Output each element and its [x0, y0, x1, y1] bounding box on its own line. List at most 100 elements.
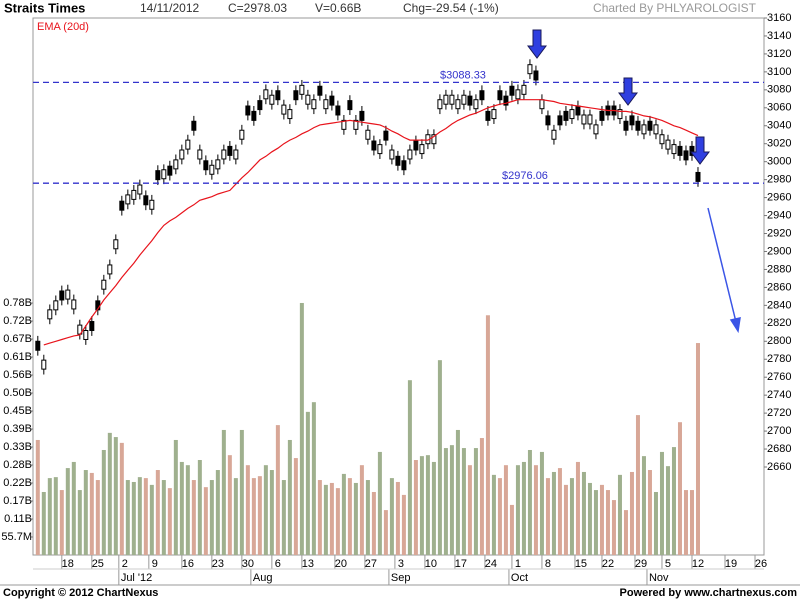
trend-arrow	[707, 207, 741, 334]
month-label: Jul '12	[121, 572, 152, 584]
volume-bar	[599, 484, 604, 555]
y-tick-label: 2900	[767, 245, 791, 257]
candle-body	[545, 115, 551, 126]
candle-body	[311, 99, 317, 110]
volume-bar	[317, 480, 322, 555]
volume-tick-label: 0.67B	[3, 333, 32, 345]
volume-bar	[491, 474, 496, 555]
candle-body	[641, 124, 647, 135]
volume-bar	[563, 484, 568, 555]
trend-arrow-shaft	[707, 207, 737, 323]
candle-body	[299, 84, 305, 95]
candle-body	[107, 264, 113, 275]
candle-body	[281, 104, 287, 115]
x-tick-label: 8	[545, 558, 551, 570]
volume-bar	[551, 471, 556, 555]
volume-bar	[533, 465, 538, 555]
volume-bar	[53, 477, 58, 555]
candle-body	[155, 170, 161, 181]
volume-tick-label: 0.22B	[3, 477, 32, 489]
candle-body	[59, 290, 65, 301]
volume-bar	[191, 480, 196, 555]
volume-bar	[101, 449, 106, 555]
volume-tick-label: 55.7M	[1, 531, 32, 543]
volume-bar	[287, 439, 292, 555]
candle-body	[53, 300, 59, 311]
volume-bar	[329, 482, 334, 555]
candle-body	[263, 89, 269, 100]
y-tick-label: 3120	[767, 48, 791, 60]
volume-bar	[341, 473, 346, 555]
volume-tick-label: 0.72B	[3, 315, 32, 327]
y-tick-label: 2700	[767, 425, 791, 437]
volume-bar	[671, 447, 676, 555]
candle-body	[35, 340, 41, 351]
candle-body	[65, 289, 71, 300]
x-tick-label: 22	[602, 558, 614, 570]
candle-body	[491, 109, 497, 120]
volume-tick-label: 0.33B	[3, 441, 32, 453]
candle-body	[347, 100, 353, 111]
volume-bar	[245, 465, 250, 555]
volume-bar	[413, 460, 418, 555]
candle-body	[353, 119, 359, 130]
candle-body	[449, 94, 455, 105]
candle-body	[659, 134, 665, 145]
volume-bar	[257, 476, 262, 555]
x-tick-label: 27	[365, 558, 377, 570]
candle-body	[509, 85, 515, 96]
candle-body	[569, 109, 575, 120]
candle-body	[293, 90, 299, 101]
volume-bar	[419, 456, 424, 555]
volume-bar	[461, 448, 466, 555]
volume-bar	[617, 474, 622, 555]
month-label: Aug	[253, 572, 273, 584]
candle-body	[287, 109, 293, 120]
y-tick-label: 2780	[767, 353, 791, 365]
footer-powered: Powered by www.chartnexus.com	[620, 587, 798, 599]
candle-body	[647, 120, 653, 131]
volume-tick-label: 0.50B	[3, 387, 32, 399]
volume-bar	[125, 480, 130, 555]
candle-body	[83, 330, 89, 340]
candle-body	[137, 184, 143, 195]
volume-bar	[569, 478, 574, 555]
candle-body	[185, 139, 191, 150]
volume-bar	[107, 432, 112, 555]
candle-body	[473, 99, 479, 110]
volume-bar	[581, 471, 586, 555]
candle-body	[635, 120, 641, 131]
x-tick-label: 5	[665, 558, 671, 570]
volume-bar	[677, 422, 682, 555]
candle-body	[617, 109, 623, 120]
candle-body	[221, 149, 227, 160]
candle-body	[101, 279, 107, 290]
y-tick-label: 3140	[767, 30, 791, 42]
candle-body	[203, 160, 209, 171]
volume-bar	[131, 481, 136, 555]
volume-bar	[137, 477, 142, 555]
candle-body	[665, 139, 671, 150]
volume-bar	[641, 456, 646, 555]
candle-body	[485, 110, 491, 121]
x-tick-label: 18	[62, 558, 74, 570]
candle-body	[167, 165, 173, 176]
candle-body	[329, 95, 335, 106]
down-arrow	[527, 29, 547, 59]
y-tick-label: 3160	[767, 12, 791, 24]
candle-body	[191, 120, 197, 131]
candle-body	[629, 115, 635, 126]
volume-bar	[59, 490, 64, 555]
volume-bar	[215, 470, 220, 555]
month-label: Sep	[391, 572, 411, 584]
volume-bar	[119, 442, 124, 555]
candle-body	[383, 130, 389, 141]
volume-bar	[509, 504, 514, 555]
volume-bar	[407, 380, 412, 555]
candle-body	[341, 119, 347, 130]
candle-body	[431, 134, 437, 145]
volume-bar	[359, 465, 364, 555]
candle-body	[587, 114, 593, 125]
volume-tick-label: 0.45B	[3, 405, 32, 417]
volume-bar	[65, 468, 70, 555]
